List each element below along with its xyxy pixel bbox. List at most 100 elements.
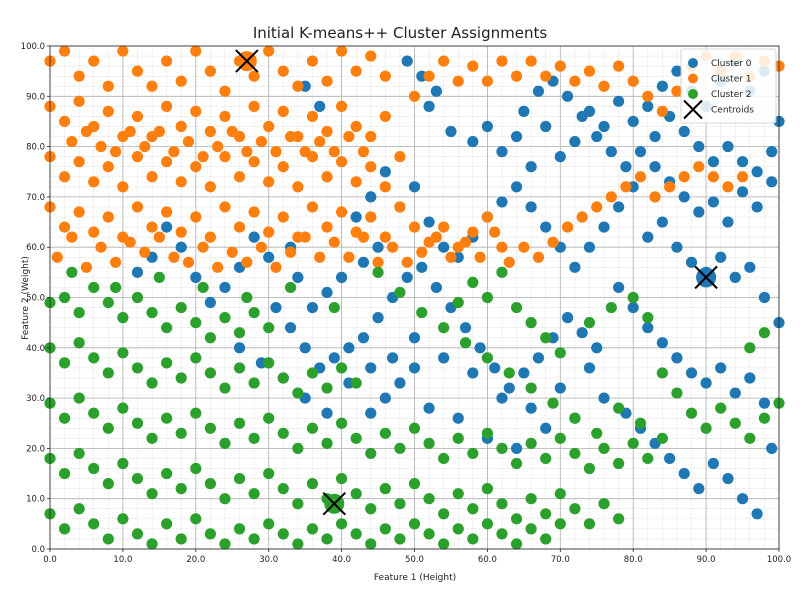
data-point — [379, 392, 391, 404]
data-point — [357, 256, 370, 268]
data-point — [117, 347, 129, 359]
legend-label: Cluster 0 — [711, 59, 752, 69]
data-point — [263, 467, 275, 480]
data-point — [459, 337, 472, 349]
data-point — [292, 538, 304, 550]
data-point — [540, 422, 552, 434]
data-point — [634, 171, 647, 183]
x-tick-label: 60.0 — [478, 555, 497, 565]
data-point — [161, 467, 173, 480]
data-point — [510, 181, 523, 193]
data-point — [613, 95, 625, 107]
data-point — [131, 362, 144, 374]
data-point — [496, 498, 508, 510]
data-point — [423, 437, 435, 449]
data-point — [350, 488, 362, 500]
data-point — [379, 70, 391, 82]
data-point — [233, 362, 246, 374]
data-point — [190, 462, 202, 475]
data-point — [350, 528, 362, 540]
data-point — [678, 171, 690, 183]
data-point — [248, 533, 260, 545]
data-point — [693, 141, 705, 153]
data-point — [561, 312, 574, 324]
data-point — [168, 251, 180, 263]
data-point — [73, 392, 85, 404]
data-point — [598, 120, 610, 133]
data-point — [394, 442, 406, 454]
data-point — [161, 55, 173, 67]
data-point — [598, 442, 610, 454]
data-point — [379, 523, 391, 535]
data-point — [80, 261, 93, 273]
data-point — [583, 241, 596, 253]
y-tick-label: 0.0 — [31, 545, 45, 555]
data-point — [430, 85, 442, 97]
data-point — [248, 231, 260, 243]
data-point — [707, 156, 719, 168]
data-point — [438, 508, 450, 520]
data-point — [175, 226, 187, 238]
data-point — [496, 146, 508, 158]
data-point — [642, 312, 654, 324]
data-point — [438, 452, 450, 465]
data-point — [263, 518, 275, 530]
data-point — [263, 45, 275, 57]
data-point — [736, 156, 749, 168]
data-point — [372, 312, 384, 324]
data-point — [343, 251, 355, 263]
data-point — [510, 513, 523, 525]
data-point — [510, 457, 523, 470]
data-point — [204, 332, 216, 344]
data-point — [248, 70, 260, 82]
data-point — [66, 231, 78, 243]
data-point — [73, 447, 85, 460]
data-point — [51, 251, 63, 263]
data-point — [219, 110, 231, 123]
data-point — [175, 427, 187, 439]
data-point — [117, 457, 129, 470]
data-point — [161, 357, 173, 369]
data-point — [117, 45, 129, 57]
data-point — [219, 312, 231, 324]
data-point — [423, 402, 435, 414]
data-point — [131, 528, 144, 540]
data-point — [452, 296, 464, 309]
data-point — [408, 332, 421, 344]
data-point — [299, 146, 311, 158]
data-point — [379, 166, 391, 178]
y-tick-label: 60.0 — [26, 243, 45, 253]
data-point — [598, 392, 610, 404]
data-point — [131, 65, 144, 77]
data-point — [131, 201, 144, 213]
data-point — [219, 493, 231, 505]
data-point — [518, 241, 530, 253]
data-point — [591, 201, 603, 213]
data-point — [678, 125, 690, 138]
data-point — [685, 407, 698, 419]
data-point — [642, 90, 654, 102]
data-point — [452, 488, 464, 500]
data-point — [314, 135, 326, 148]
data-point — [438, 241, 450, 253]
y-tick-label: 90.0 — [26, 92, 45, 102]
data-point — [656, 432, 668, 444]
data-point — [233, 327, 246, 339]
data-point — [598, 80, 610, 92]
data-point — [350, 120, 362, 133]
data-point — [270, 261, 282, 273]
data-point — [146, 488, 158, 500]
data-point — [204, 528, 216, 540]
data-point — [95, 241, 107, 253]
data-point — [219, 538, 231, 550]
data-point — [219, 281, 231, 294]
data-point — [685, 367, 698, 379]
data-point — [678, 191, 690, 203]
data-point — [379, 483, 391, 495]
data-point — [212, 141, 224, 153]
data-point — [336, 362, 348, 374]
data-point — [88, 55, 100, 67]
data-point — [525, 201, 537, 213]
data-point — [583, 518, 596, 530]
data-point — [510, 538, 523, 550]
